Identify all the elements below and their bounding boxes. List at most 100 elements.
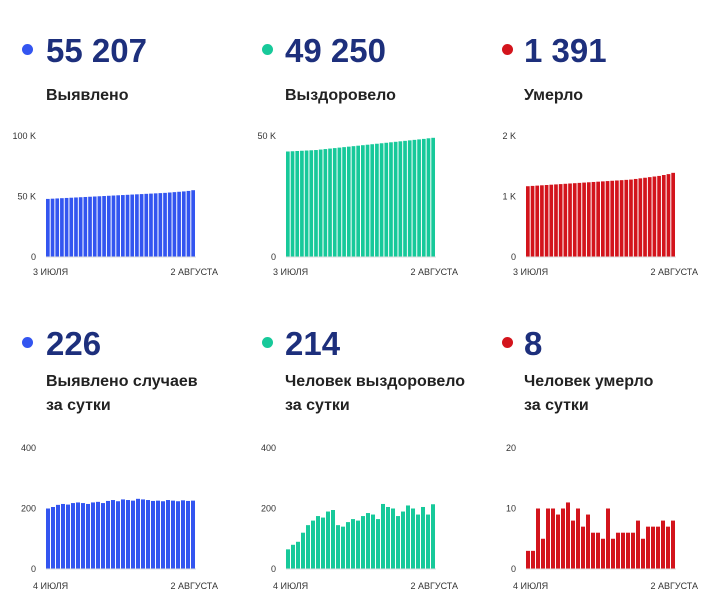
bar <box>326 511 330 569</box>
bar <box>616 532 620 569</box>
bar <box>671 520 675 569</box>
bar <box>431 504 435 569</box>
bar <box>163 192 167 257</box>
bar <box>151 500 155 569</box>
bar <box>304 150 309 257</box>
bar <box>431 137 435 257</box>
bar <box>111 195 116 257</box>
series-dot <box>22 337 33 348</box>
bar <box>176 501 180 569</box>
total-value: 55 207 <box>46 32 147 69</box>
bar <box>426 138 431 257</box>
bar <box>586 182 591 257</box>
bar <box>421 138 426 257</box>
bar <box>554 184 558 257</box>
bar <box>61 503 65 569</box>
bar <box>50 198 55 257</box>
bar <box>130 194 135 257</box>
x-tick-label-start: 3 ИЮЛЯ <box>513 267 548 277</box>
bar <box>526 550 530 569</box>
bar <box>92 196 97 257</box>
bar <box>615 180 619 257</box>
x-tick-label-start: 4 ИЮЛЯ <box>33 581 68 591</box>
bar <box>55 198 60 257</box>
bar <box>389 142 393 257</box>
series-dot <box>502 44 513 55</box>
bar <box>549 184 554 257</box>
bar <box>535 185 540 257</box>
bar <box>406 505 410 569</box>
bar <box>66 504 70 569</box>
panel-detected-daily: 226 Выявлено случаев за сутки 400 200 0 4 И… <box>0 303 240 606</box>
x-tick-label-start: 3 ИЮЛЯ <box>273 267 308 277</box>
bar <box>596 532 600 569</box>
bar <box>106 500 110 569</box>
y-tick-label: 200 <box>21 504 36 514</box>
bar <box>576 508 580 569</box>
bar <box>295 151 300 257</box>
bar <box>181 500 185 569</box>
bar <box>666 526 670 569</box>
bar <box>300 150 304 257</box>
metric-label-line-1: Человек выздоровело <box>285 373 466 390</box>
bar <box>153 193 158 257</box>
bar <box>156 500 160 569</box>
metric-label-line-2: за сутки <box>46 397 111 414</box>
bar <box>571 520 575 569</box>
y-tick-label: 50 K <box>17 192 36 202</box>
bar <box>69 197 74 257</box>
bar <box>286 549 290 569</box>
bar <box>177 191 181 257</box>
bar <box>661 175 666 257</box>
bar <box>71 503 75 569</box>
bar <box>365 144 370 257</box>
bar <box>581 526 585 569</box>
metric-label-line-2: за сутки <box>285 397 350 414</box>
bar <box>341 526 345 569</box>
bar <box>46 198 50 257</box>
metric-label-line-1: Выздоровело <box>285 87 396 104</box>
bar <box>656 526 660 569</box>
bar <box>346 146 351 257</box>
bar <box>56 504 60 569</box>
y-tick-label: 0 <box>271 564 276 574</box>
metric-label: Человек выздоровело за сутки <box>285 370 465 418</box>
bar <box>426 514 430 569</box>
bar <box>290 151 295 257</box>
bar <box>106 195 111 257</box>
bar <box>318 149 323 257</box>
bar <box>323 149 328 257</box>
bar-chart: 100 K 50 K 0 3 ИЮЛЯ 2 АВГУСТА <box>12 131 218 277</box>
x-tick-label-end: 2 АВГУСТА <box>170 581 218 591</box>
series-dot <box>502 337 513 348</box>
series-dot <box>262 44 273 55</box>
x-tick-label-end: 2 АВГУСТА <box>410 581 458 591</box>
bar <box>311 520 315 569</box>
bar <box>411 508 415 569</box>
metric-label: Умерло <box>524 84 583 108</box>
bar <box>641 538 645 569</box>
bar <box>561 508 565 569</box>
bar <box>661 520 665 569</box>
bar <box>540 185 544 257</box>
bar <box>421 506 425 569</box>
bar <box>161 501 165 569</box>
panel-died-daily: 8 Человек умерло за сутки 20 10 0 4 ИЮЛЯ 2 А… <box>480 303 720 606</box>
bar <box>356 145 360 257</box>
bar <box>286 151 290 257</box>
bar <box>88 196 92 257</box>
bar <box>125 194 130 257</box>
bar <box>633 178 638 257</box>
x-tick-label-start: 3 ИЮЛЯ <box>33 267 68 277</box>
bar <box>591 532 595 569</box>
bar <box>191 190 195 257</box>
y-tick-label: 2 K <box>502 131 516 141</box>
bar <box>346 522 350 569</box>
bar <box>116 195 120 257</box>
bar <box>638 178 643 257</box>
bar <box>403 140 407 257</box>
daily-value: 214 <box>285 325 341 362</box>
y-tick-label: 0 <box>511 252 516 262</box>
bar <box>582 182 586 257</box>
bar <box>139 194 144 257</box>
